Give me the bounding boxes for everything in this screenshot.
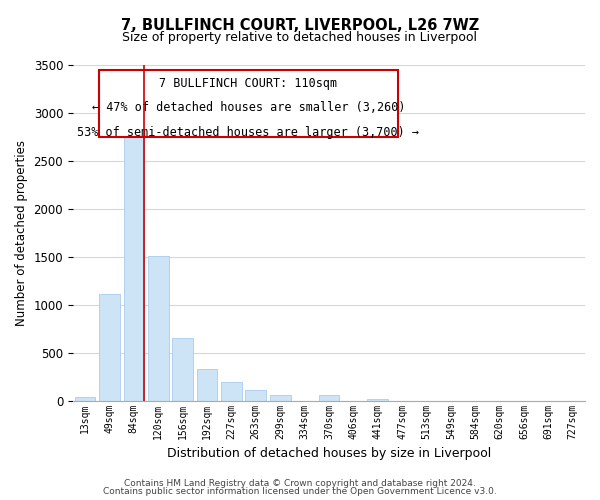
Text: 53% of semi-detached houses are larger (3,700) →: 53% of semi-detached houses are larger (… xyxy=(77,126,419,139)
Text: ← 47% of detached houses are smaller (3,260): ← 47% of detached houses are smaller (3,… xyxy=(92,101,405,114)
Bar xyxy=(245,390,266,400)
Bar xyxy=(221,382,242,400)
Bar xyxy=(319,396,340,400)
Bar xyxy=(197,369,217,400)
Bar xyxy=(124,120,144,400)
Bar xyxy=(99,294,120,401)
Text: Contains public sector information licensed under the Open Government Licence v3: Contains public sector information licen… xyxy=(103,487,497,496)
Text: Size of property relative to detached houses in Liverpool: Size of property relative to detached ho… xyxy=(122,31,478,44)
Text: Contains HM Land Registry data © Crown copyright and database right 2024.: Contains HM Land Registry data © Crown c… xyxy=(124,478,476,488)
Text: 7 BULLFINCH COURT: 110sqm: 7 BULLFINCH COURT: 110sqm xyxy=(159,76,337,90)
Bar xyxy=(367,398,388,400)
Y-axis label: Number of detached properties: Number of detached properties xyxy=(15,140,28,326)
Bar xyxy=(148,256,169,400)
Bar xyxy=(270,396,290,400)
Text: 7, BULLFINCH COURT, LIVERPOOL, L26 7WZ: 7, BULLFINCH COURT, LIVERPOOL, L26 7WZ xyxy=(121,18,479,32)
X-axis label: Distribution of detached houses by size in Liverpool: Distribution of detached houses by size … xyxy=(167,447,491,460)
FancyBboxPatch shape xyxy=(98,70,398,137)
Bar xyxy=(75,397,95,400)
Bar xyxy=(172,338,193,400)
